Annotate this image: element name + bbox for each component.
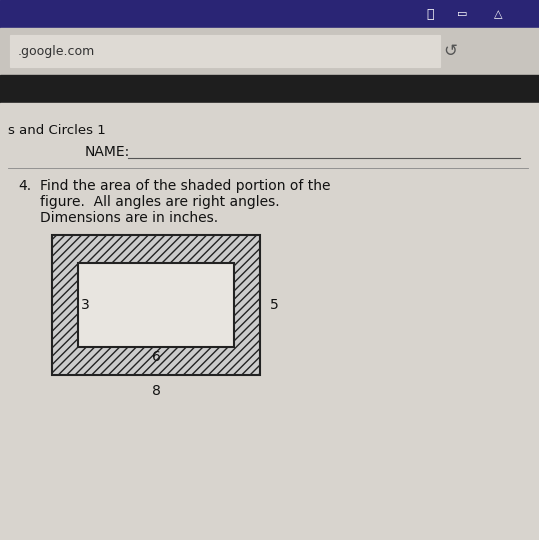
Text: Dimensions are in inches.: Dimensions are in inches.	[40, 211, 218, 225]
Text: NAME:: NAME:	[85, 145, 130, 159]
Bar	[0, 103, 539, 540]
Bar	[10, 35, 440, 67]
Bar	[78, 263, 234, 347]
Text: ⌕: ⌕	[426, 8, 434, 21]
Text: 5: 5	[270, 298, 278, 312]
Bar	[0, 0, 539, 28]
Text: figure.  All angles are right angles.: figure. All angles are right angles.	[40, 195, 280, 209]
Text: ▭: ▭	[457, 9, 467, 19]
Bar	[0, 28, 539, 75]
Text: 6: 6	[151, 350, 161, 364]
Text: .google.com: .google.com	[18, 44, 95, 57]
Bar	[0, 75, 539, 103]
Text: s and Circles 1: s and Circles 1	[8, 124, 106, 137]
Text: 4.: 4.	[18, 179, 31, 193]
Text: △: △	[494, 9, 502, 19]
Bar	[52, 235, 260, 375]
Text: 3: 3	[81, 298, 89, 312]
Text: ↺: ↺	[443, 42, 457, 60]
Text: 8: 8	[151, 384, 161, 398]
Text: Find the area of the shaded portion of the: Find the area of the shaded portion of t…	[40, 179, 330, 193]
